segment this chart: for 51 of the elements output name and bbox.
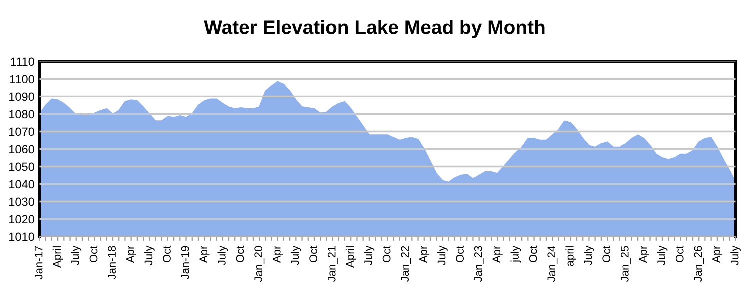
- x-tick-label: Jan-17: [34, 246, 43, 280]
- x-tick-label: Apr: [492, 246, 503, 264]
- x-tick-label: Oct: [90, 246, 98, 263]
- x-tick-label: july: [510, 246, 522, 263]
- x-tick-label: July: [364, 246, 375, 266]
- x-tick-label: Oct: [602, 246, 611, 263]
- x-tick-label: July: [657, 246, 668, 266]
- x-tick-label: April: [346, 246, 356, 268]
- y-tick-label: 1010: [10, 232, 34, 242]
- x-tick-label: July: [290, 246, 302, 266]
- y-tick-label: 1020: [10, 215, 34, 224]
- y-tick-label: 1080: [10, 110, 34, 119]
- x-tick-label: Jan_23: [474, 246, 484, 282]
- x-tick-label: Oct: [676, 246, 684, 263]
- x-tick-label: Jan_22: [401, 246, 412, 282]
- x-tick-label: Jan_21: [328, 246, 338, 282]
- x-tick-label: July: [218, 246, 228, 266]
- x-tick-label: Apr: [200, 246, 210, 264]
- x-tick-label: July: [730, 246, 741, 266]
- x-tick-label: July: [71, 246, 82, 266]
- x-tick-label: Apr: [420, 246, 430, 264]
- x-tick-label: Apr: [126, 246, 137, 264]
- y-tick-label: 1110: [11, 58, 34, 66]
- x-tick-label: Jan_24: [548, 246, 558, 282]
- y-tick-label: 1070: [10, 128, 34, 136]
- y-tick-label: 1100: [10, 75, 34, 84]
- x-tick-label: Oct: [310, 246, 318, 263]
- x-tick-label: Apr: [639, 246, 650, 264]
- x-tick-label: Jan-19: [181, 246, 190, 280]
- y-tick-label: 1090: [10, 92, 34, 102]
- x-tick-label: Jan_20: [254, 246, 265, 282]
- x-tick-label: Oct: [163, 246, 171, 263]
- chart-title: Water Elevation Lake Mead by Month: [204, 20, 545, 38]
- x-tick-label: Apr: [273, 246, 284, 264]
- x-tick-label: Apr: [712, 246, 723, 264]
- y-tick-label: 1040: [10, 180, 34, 189]
- x-tick-label: Jan_26: [694, 246, 704, 282]
- y-tick-label: 1060: [10, 145, 34, 154]
- x-tick-label: Oct: [382, 246, 391, 263]
- x-tick-label: april: [566, 246, 576, 266]
- x-tick-label: Oct: [456, 246, 464, 263]
- y-tick-label: 1030: [10, 198, 34, 206]
- x-tick-label: July: [584, 246, 594, 266]
- x-tick-label: July: [144, 246, 155, 266]
- x-tick-label: Oct: [236, 246, 244, 263]
- x-tick-label: Oct: [529, 246, 538, 263]
- y-tick-label: 1050: [10, 162, 34, 172]
- x-tick-label: Jan_25: [620, 246, 631, 282]
- x-tick-label: Jan-18: [108, 246, 116, 280]
- x-tick-label: July: [438, 246, 448, 266]
- x-tick-label: April: [52, 246, 64, 268]
